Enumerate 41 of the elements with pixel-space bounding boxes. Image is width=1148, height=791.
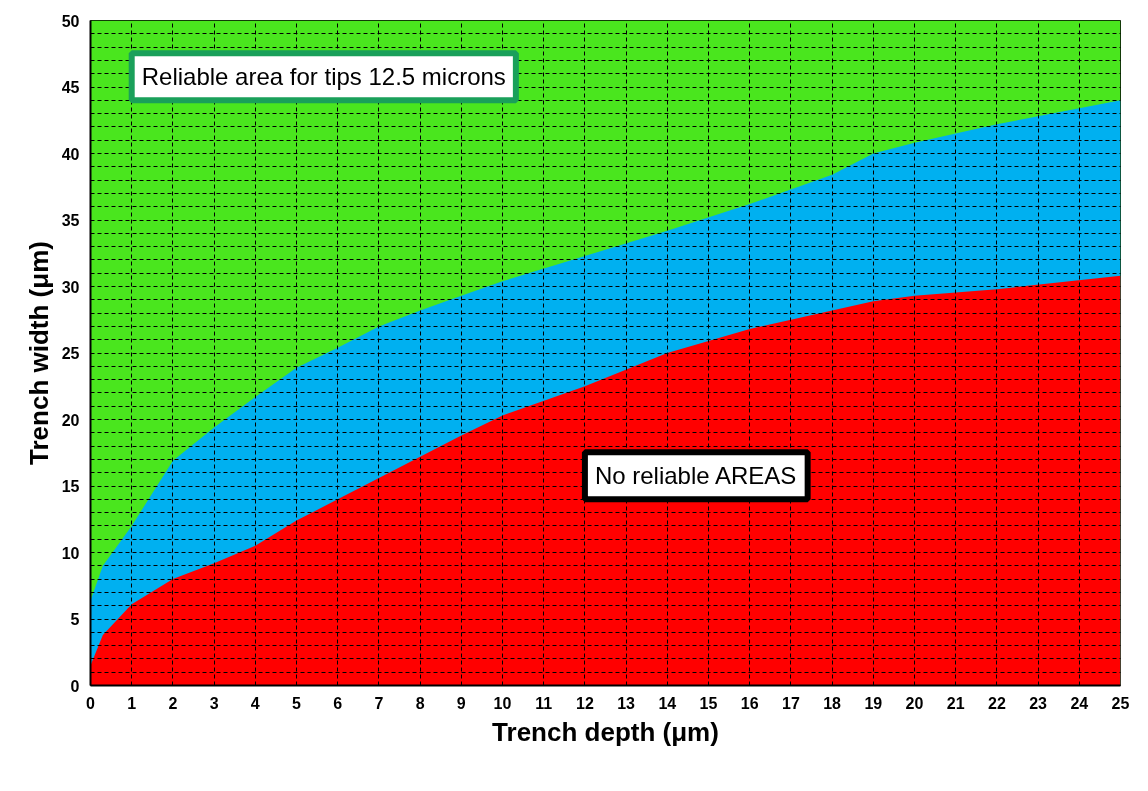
y-tick-label: 50 xyxy=(61,12,80,30)
x-tick-label: 19 xyxy=(864,694,883,712)
x-tick-label: 14 xyxy=(658,694,677,712)
x-tick-label: 25 xyxy=(1111,694,1130,712)
y-tick-label: 20 xyxy=(61,411,80,429)
y-axis-title: Trench width (μm) xyxy=(23,241,54,465)
x-tick-label: 0 xyxy=(86,694,96,712)
x-tick-label: 6 xyxy=(333,694,343,712)
x-tick-label: 15 xyxy=(699,694,718,712)
y-tick-label: 40 xyxy=(61,145,80,163)
x-tick-label: 2 xyxy=(168,694,178,712)
x-tick-label: 16 xyxy=(740,694,759,712)
x-tick-label: 17 xyxy=(782,694,800,712)
x-tick-label: 22 xyxy=(988,694,1006,712)
x-tick-label: 18 xyxy=(823,694,842,712)
y-tick-label: 45 xyxy=(61,79,80,96)
x-tick-label: 21 xyxy=(946,694,965,712)
y-tick-label: 10 xyxy=(61,544,80,562)
y-tick-label: 5 xyxy=(70,611,80,628)
x-tick-label: 5 xyxy=(292,694,302,712)
x-tick-label: 3 xyxy=(209,694,219,712)
x-tick-label: 24 xyxy=(1070,694,1089,712)
y-tick-label: 35 xyxy=(61,212,80,229)
x-tick-label: 11 xyxy=(535,694,553,712)
y-tick-label: 15 xyxy=(61,478,80,495)
y-tick-label: 25 xyxy=(61,345,80,362)
annotation: Reliable area for tips 12.5 microns xyxy=(141,63,506,91)
x-tick-label: 13 xyxy=(617,694,636,712)
y-tick-label: 30 xyxy=(61,278,80,296)
x-tick-label: 10 xyxy=(493,694,512,712)
x-tick-label: 8 xyxy=(415,694,425,712)
x-tick-label: 4 xyxy=(250,694,260,712)
x-tick-label: 7 xyxy=(374,694,384,712)
x-tick-label: 9 xyxy=(456,694,466,712)
y-tick-label: 0 xyxy=(70,677,80,695)
x-tick-label: 1 xyxy=(127,694,137,712)
x-axis-title: Trench depth (μm) xyxy=(492,716,719,747)
x-tick-label: 23 xyxy=(1029,694,1048,712)
x-tick-label: 12 xyxy=(576,694,594,712)
x-tick-label: 20 xyxy=(905,694,924,712)
annotation: No reliable AREAS xyxy=(594,462,797,490)
